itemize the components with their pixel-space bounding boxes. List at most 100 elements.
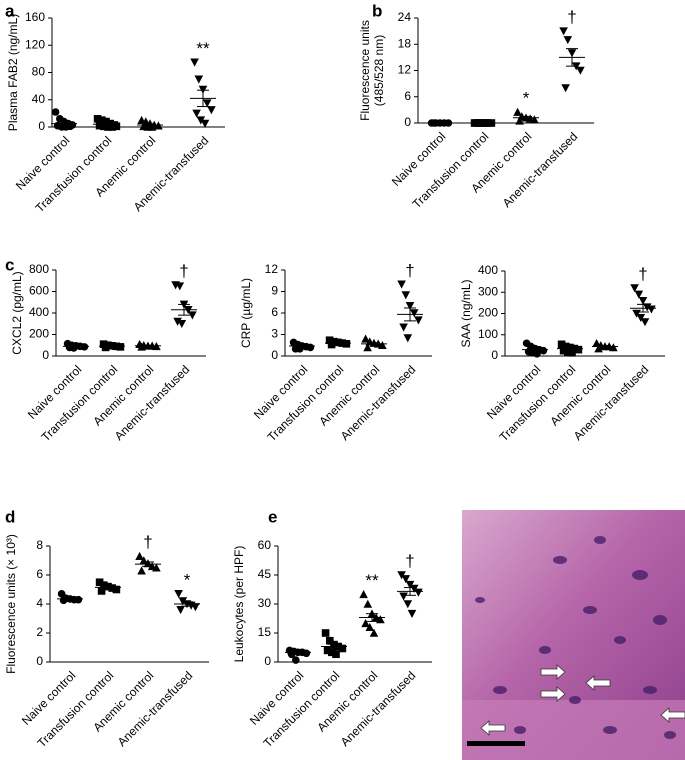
y-tick-label: 300 <box>478 284 498 298</box>
point <box>407 609 417 618</box>
y-tick-label: 0 <box>36 654 43 668</box>
point <box>559 27 568 36</box>
panel-label: d <box>5 507 15 526</box>
y-tick-label: 6 <box>404 89 411 103</box>
panel-label: c <box>5 255 14 274</box>
point <box>93 115 102 123</box>
point <box>326 636 334 645</box>
significance: † <box>567 8 576 27</box>
point <box>98 116 106 124</box>
y-axis-label: (485/528 nm) <box>372 35 386 106</box>
x-tick-label: Transfusion control <box>410 129 492 211</box>
y-tick-label: 800 <box>29 262 49 276</box>
y-axis-label: Leukocytes (per HPF) <box>232 546 246 663</box>
scale-bar <box>467 741 525 746</box>
point <box>405 302 415 311</box>
point <box>100 122 108 131</box>
point <box>640 318 650 327</box>
y-tick-label: 160 <box>25 10 45 24</box>
point <box>137 566 146 575</box>
y-tick-label: 3 <box>271 327 278 341</box>
y-tick-label: 80 <box>32 65 46 79</box>
y-tick-label: 600 <box>29 284 49 298</box>
y-tick-label: 12 <box>265 262 279 276</box>
y-tick-label: 200 <box>29 327 49 341</box>
point <box>530 115 539 124</box>
point <box>147 122 157 131</box>
point <box>397 280 406 289</box>
point <box>292 656 300 664</box>
point <box>102 117 110 126</box>
point <box>647 305 656 314</box>
point <box>175 282 185 291</box>
point <box>378 340 387 350</box>
significance: † <box>179 262 188 281</box>
significance: * <box>184 570 191 589</box>
point <box>365 622 375 631</box>
y-tick-label: 60 <box>258 538 272 552</box>
point <box>190 58 199 67</box>
point <box>200 119 210 128</box>
point <box>513 107 522 116</box>
point <box>576 66 585 75</box>
point <box>174 590 183 599</box>
point <box>409 309 419 318</box>
point <box>104 123 112 131</box>
point <box>97 587 106 595</box>
point <box>574 345 583 354</box>
point <box>202 99 212 108</box>
y-tick-label: 30 <box>258 596 272 610</box>
point <box>638 296 648 306</box>
y-tick-label: 18 <box>398 36 412 50</box>
y-tick-label: 40 <box>32 92 46 106</box>
point <box>327 340 336 349</box>
nuclei <box>475 536 676 739</box>
point <box>564 347 572 356</box>
point <box>51 108 60 116</box>
point <box>636 313 646 323</box>
point <box>306 343 315 352</box>
point <box>399 323 408 332</box>
point <box>401 575 411 584</box>
significance: ** <box>365 571 379 590</box>
y-tick-label: 0 <box>404 115 411 129</box>
point <box>342 340 351 348</box>
point <box>207 106 216 115</box>
y-tick-label: 0 <box>264 654 271 668</box>
histology-image <box>462 510 685 760</box>
y-tick-label: 0 <box>38 119 45 133</box>
y-axis-label: Fluorescence units (× 10³) <box>4 534 18 674</box>
point <box>112 585 121 594</box>
y-tick-label: 8 <box>36 538 43 552</box>
point <box>323 646 332 655</box>
point <box>515 116 524 125</box>
point <box>152 563 161 572</box>
y-tick-label: 400 <box>29 305 49 319</box>
point <box>533 350 541 358</box>
point <box>403 334 413 343</box>
point <box>376 615 385 624</box>
point <box>642 303 652 312</box>
y-axis-label: CXCL2 (pg/mL) <box>10 271 24 354</box>
significance: † <box>405 551 414 570</box>
point <box>191 603 200 612</box>
point <box>188 311 197 320</box>
y-tick-label: 0 <box>491 348 498 362</box>
point <box>176 606 185 615</box>
panel-label: b <box>372 1 382 20</box>
point <box>108 123 116 131</box>
point <box>173 317 182 326</box>
point <box>609 343 618 352</box>
point <box>361 619 370 628</box>
y-tick-label: 2 <box>36 625 43 639</box>
point <box>328 648 336 657</box>
y-tick-label: 6 <box>36 567 43 581</box>
point <box>196 116 206 125</box>
point <box>74 595 83 604</box>
